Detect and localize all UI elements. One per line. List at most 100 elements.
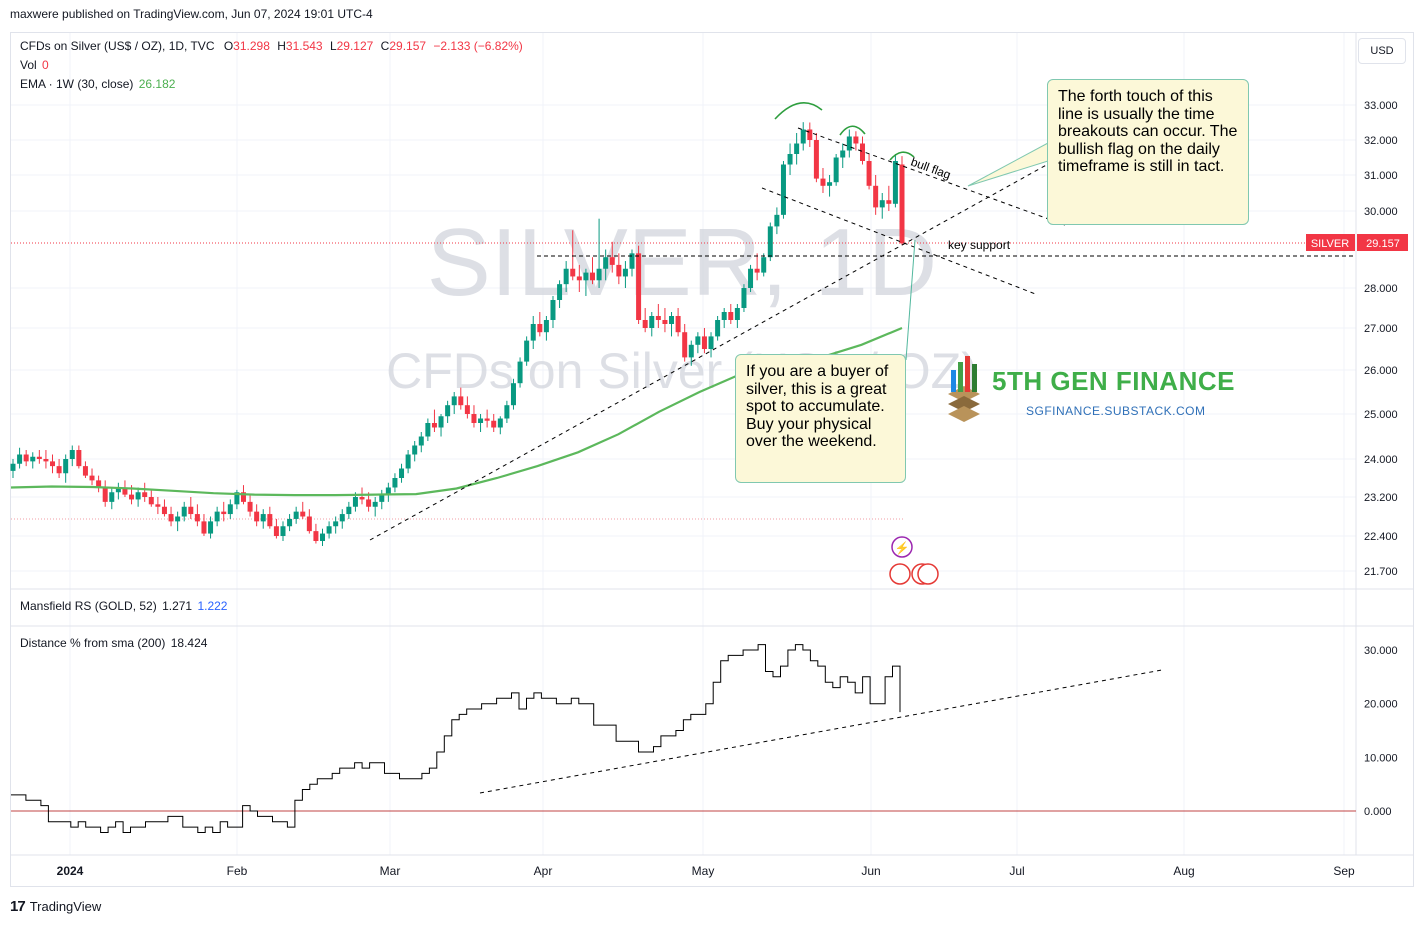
candle xyxy=(484,409,490,428)
candle xyxy=(254,504,260,527)
price-tick-label: 33.000 xyxy=(1364,100,1398,112)
candle xyxy=(155,497,161,515)
ema-legend[interactable]: EMA · 1W (30, close) 26.182 xyxy=(20,77,175,91)
candle xyxy=(69,445,75,467)
distance-line xyxy=(11,644,901,833)
price-tick-label: 32.000 xyxy=(1364,135,1398,147)
open-value: 31.298 xyxy=(233,39,270,53)
symbol-title[interactable]: CFDs on Silver (US$ / OZ), 1D, TVC xyxy=(20,39,215,53)
candle xyxy=(813,133,819,183)
price-tick-label: 25.000 xyxy=(1364,409,1398,421)
candle xyxy=(787,143,793,175)
candle xyxy=(754,253,760,281)
candle xyxy=(273,518,279,539)
candle xyxy=(418,432,424,453)
candle xyxy=(524,336,530,366)
distance-axis: 30.000 20.000 10.000 0.000 xyxy=(1364,645,1398,818)
us-flag-event-icon[interactable] xyxy=(889,563,911,585)
mansfield-label[interactable]: Mansfield RS (GOLD, 52) xyxy=(20,599,157,613)
peak-arc xyxy=(889,151,915,161)
close-label: C xyxy=(380,39,390,53)
price-tick-label: 21.700 xyxy=(1364,566,1398,578)
distance-trendline xyxy=(479,669,1163,794)
candle xyxy=(517,357,523,388)
ema-label[interactable]: EMA · 1W (30, close) xyxy=(20,77,134,91)
candle xyxy=(76,445,82,469)
candle xyxy=(326,521,332,539)
candle xyxy=(879,193,885,219)
candle xyxy=(247,494,253,517)
distance-tick-label: 10.000 xyxy=(1364,752,1398,764)
vol-label[interactable]: Vol xyxy=(20,58,37,72)
candle xyxy=(899,156,905,245)
event-icons[interactable]: ⚡ xyxy=(889,536,939,585)
candle xyxy=(886,185,892,211)
candle xyxy=(458,387,464,410)
candle xyxy=(23,450,29,467)
candle xyxy=(504,400,510,423)
price-tick-label: 30.000 xyxy=(1364,206,1398,218)
candle xyxy=(346,501,352,519)
candle xyxy=(715,316,721,341)
candle xyxy=(115,482,121,500)
candle xyxy=(287,514,293,532)
distance-legend[interactable]: Distance % from sma (200) 18.424 xyxy=(20,636,207,650)
vol-legend[interactable]: Vol 0 xyxy=(20,58,49,72)
note-top[interactable]: The forth touch of this line is usually … xyxy=(1047,79,1249,225)
time-tick-label: Jul xyxy=(1009,864,1024,878)
candle xyxy=(622,261,628,288)
mansfield-legend[interactable]: Mansfield RS (GOLD, 52) 1.271 1.222 xyxy=(20,599,227,613)
currency-button[interactable]: USD xyxy=(1358,38,1406,64)
candle xyxy=(56,459,62,478)
candle xyxy=(570,230,576,281)
time-axis: 2024 Feb Mar Apr May Jun Jul Aug Sep xyxy=(57,33,1355,878)
distance-label[interactable]: Distance % from sma (200) xyxy=(20,636,166,650)
candle xyxy=(794,133,800,165)
price-tag-value xyxy=(1357,234,1408,251)
candle xyxy=(379,489,385,510)
candle xyxy=(734,304,740,328)
candle xyxy=(168,506,174,527)
candle xyxy=(649,312,655,337)
candle xyxy=(833,154,839,186)
candle xyxy=(530,316,536,349)
vol-value: 0 xyxy=(42,58,49,72)
price-tag-symbol-text: SILVER xyxy=(1311,238,1349,250)
price-tick-label: 24.000 xyxy=(1364,454,1398,466)
candle xyxy=(333,516,339,534)
brand-name: 5TH GEN FINANCE xyxy=(992,366,1235,396)
candle xyxy=(853,131,859,151)
candle xyxy=(859,136,865,165)
candle xyxy=(761,253,767,277)
footer: 17 TradingView xyxy=(10,898,101,915)
candle xyxy=(293,506,299,524)
candle xyxy=(603,249,609,281)
candle xyxy=(221,501,227,522)
price-tick-label: 31.000 xyxy=(1364,170,1398,182)
close-value: 29.157 xyxy=(389,39,427,53)
distance-value: 18.424 xyxy=(170,636,208,650)
candle xyxy=(175,511,181,532)
candle xyxy=(557,280,563,308)
time-tick-label: Feb xyxy=(227,864,248,878)
change-value: −2.133 (−6.82%) xyxy=(433,39,523,53)
candle xyxy=(208,516,214,539)
candle xyxy=(682,324,688,362)
candle xyxy=(537,312,543,337)
candle xyxy=(194,504,200,527)
us-flag-event-icon[interactable] xyxy=(917,563,939,585)
main-legend[interactable]: CFDs on Silver (US$ / OZ), 1D, TVC O31.2… xyxy=(20,39,523,53)
candle xyxy=(161,499,167,517)
candle xyxy=(491,414,497,432)
candle xyxy=(372,497,378,517)
candle xyxy=(234,489,240,510)
candle xyxy=(471,405,477,428)
candle xyxy=(82,461,88,478)
candle xyxy=(320,528,326,546)
candle xyxy=(497,416,503,435)
note-bottom[interactable]: If you are a buyer of silver, this is a … xyxy=(735,354,906,483)
candle xyxy=(425,418,431,441)
candle xyxy=(873,175,879,215)
flash-event-icon[interactable] xyxy=(891,536,913,558)
